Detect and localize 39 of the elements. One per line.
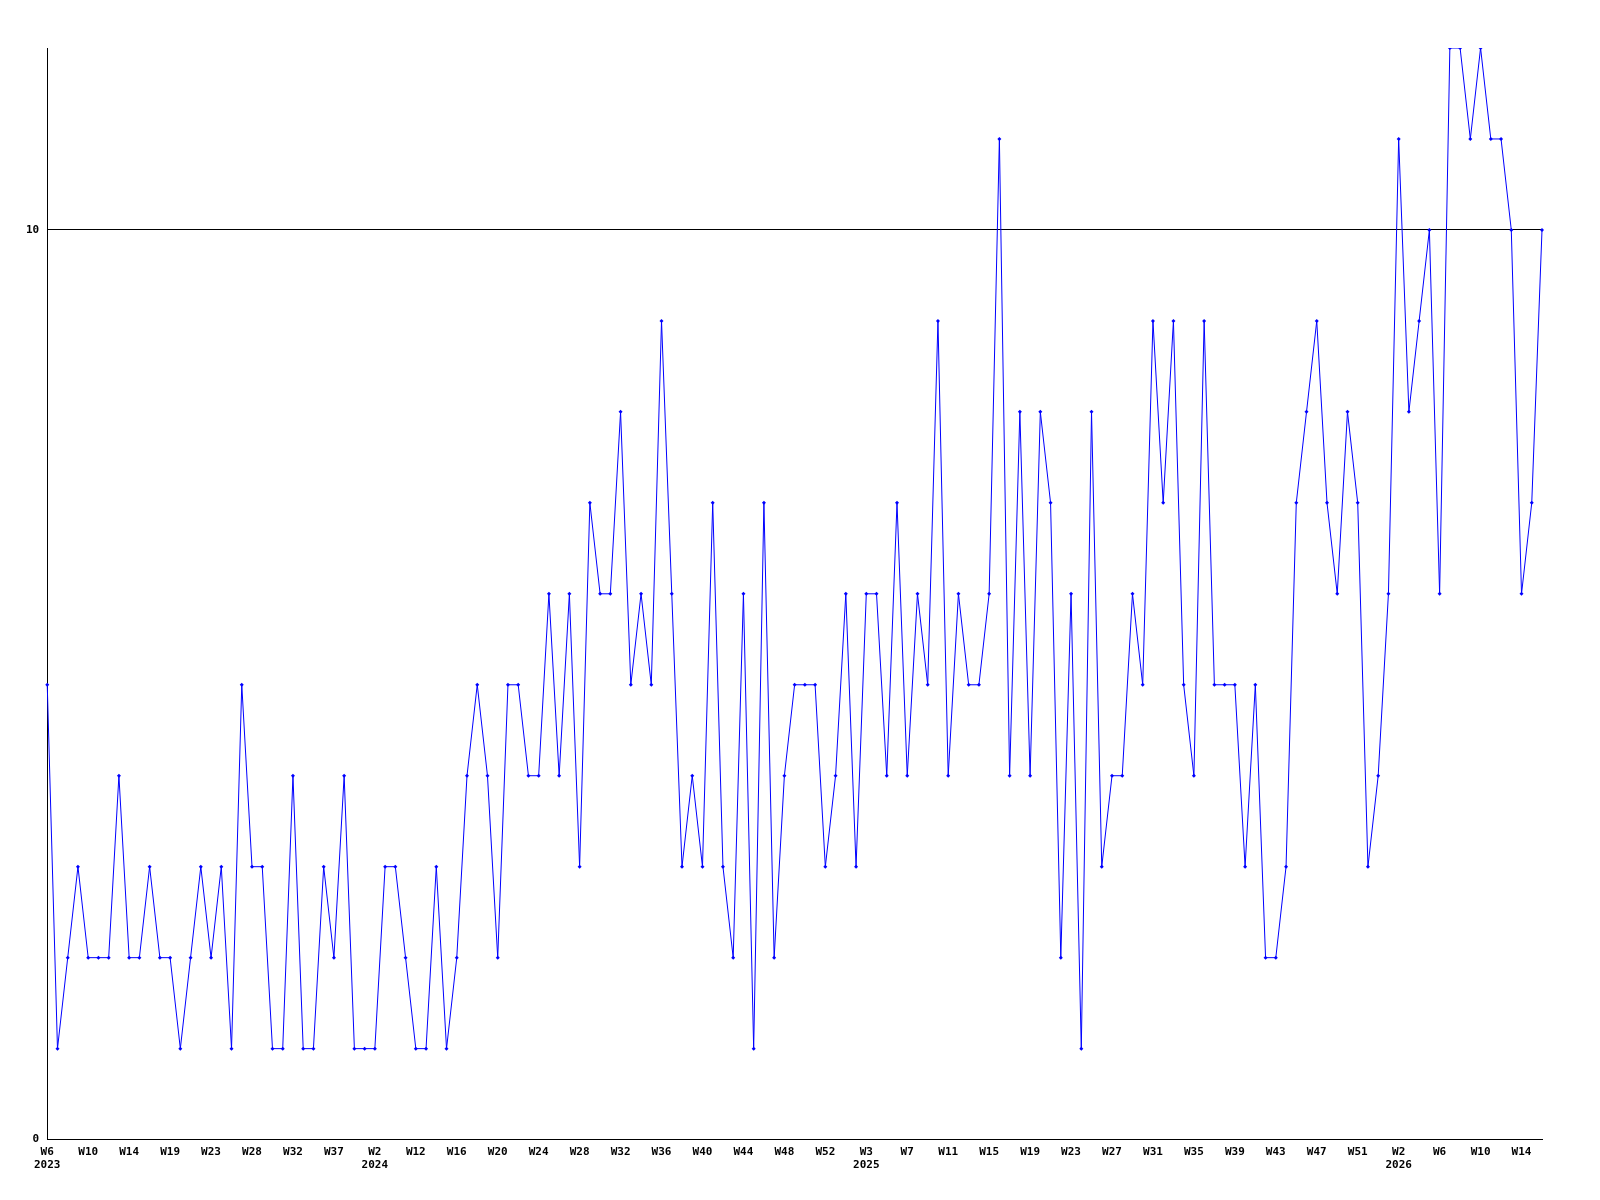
x-tick-label: W40	[692, 1145, 713, 1159]
x-tick-label: W3 2025	[853, 1145, 880, 1172]
x-tick-label: W23	[1061, 1145, 1081, 1159]
x-tick-label: W10	[1470, 1145, 1491, 1159]
x-tick-label: W31	[1143, 1145, 1164, 1159]
x-tick-label: W32	[610, 1145, 631, 1159]
x-tick-label: W19	[1020, 1145, 1041, 1159]
x-tick-label: W48	[774, 1145, 795, 1159]
x-tick-label: W20	[487, 1145, 508, 1159]
x-tick-label: W2 2026	[1385, 1145, 1413, 1172]
x-tick-label: W16	[446, 1145, 468, 1159]
x-tick-label: W28	[242, 1145, 262, 1159]
x-tick-label: W2 2024	[361, 1145, 389, 1172]
x-tick-label: W11	[938, 1145, 959, 1159]
y-tick-label: 10	[26, 222, 40, 236]
x-tick-label: W39	[1224, 1145, 1245, 1159]
x-tick-label: W36	[651, 1145, 672, 1159]
x-tick-label: W12	[405, 1145, 426, 1159]
x-tick-label: W6 2023	[34, 1145, 61, 1172]
x-tick-label: W14	[1511, 1145, 1532, 1159]
x-tick-label: W43	[1265, 1145, 1286, 1159]
x-tick-label: W27	[1102, 1145, 1122, 1159]
x-tick-label: W19	[160, 1145, 181, 1159]
x-tick-label: W37	[323, 1145, 344, 1159]
x-tick-label: W52	[815, 1145, 836, 1159]
x-tick-label: W23	[201, 1145, 221, 1159]
x-tick-label: W47	[1306, 1145, 1327, 1159]
x-tick-label: W32	[283, 1145, 303, 1159]
x-tick-label: W15	[979, 1145, 1000, 1159]
x-tick-label: W7	[900, 1145, 914, 1159]
x-tick-label: W6	[1432, 1145, 1447, 1159]
x-tick-label: W44	[733, 1145, 754, 1159]
x-tick-label: W51	[1347, 1145, 1369, 1159]
x-tick-label: W14	[119, 1145, 140, 1159]
y-tick-label: 0	[32, 1132, 40, 1146]
x-tick-label: W35	[1183, 1145, 1204, 1159]
x-tick-label: W28	[569, 1145, 590, 1159]
x-tick-label: W24	[528, 1145, 549, 1159]
x-tick-label: W10	[78, 1145, 99, 1159]
